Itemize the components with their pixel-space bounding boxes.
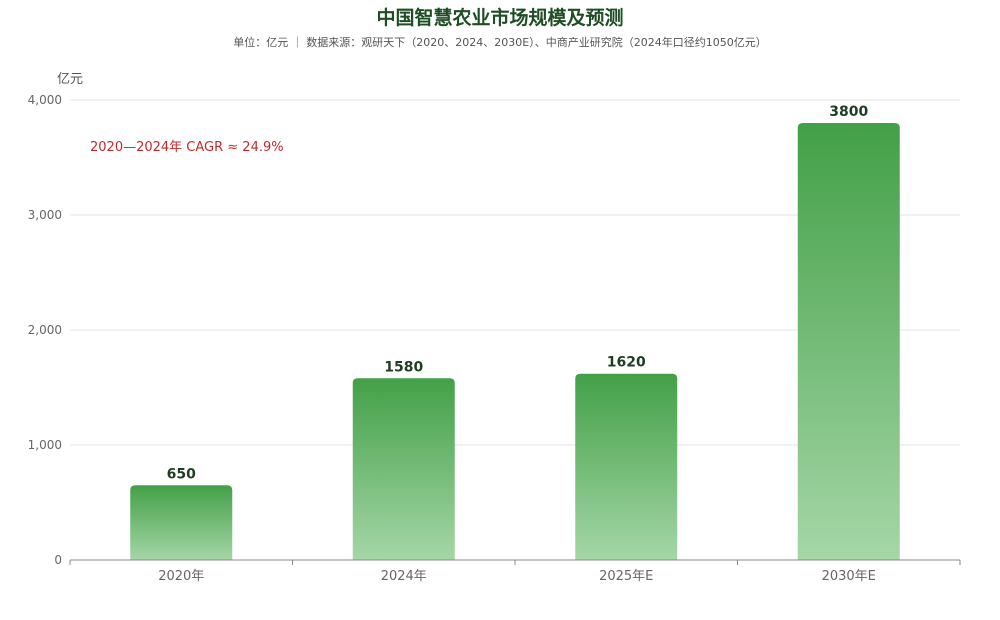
- y-tick-label: 0: [54, 553, 62, 567]
- bars: [130, 123, 900, 560]
- bar: [797, 123, 900, 560]
- bar: [130, 485, 233, 560]
- y-tick-label: 1,000: [28, 438, 62, 452]
- data-label: 650: [167, 466, 196, 482]
- x-tick-label: 2030年E: [822, 569, 876, 584]
- y-axis-label: 亿元: [57, 72, 83, 87]
- x-tick-label: 2020年: [158, 569, 204, 584]
- data-label: 1620: [607, 355, 646, 371]
- bar: [352, 378, 455, 560]
- y-tick-label: 4,000: [28, 93, 62, 107]
- axes: [69, 559, 961, 565]
- bar: [575, 373, 678, 560]
- y-tick-label: 2,000: [28, 323, 62, 337]
- x-tick-label: 2025年E: [599, 569, 653, 584]
- labels: 0 1,000 2,000 3,000 4,000 650 2020年 1580 2024年 16…: [28, 93, 876, 584]
- chart-subtitle: 单位：亿元 ｜ 数据来源：观研天下（2020、2024、2030E）、中商产业研…: [233, 36, 767, 49]
- data-label: 3800: [829, 104, 868, 120]
- y-tick-label: 3,000: [28, 208, 62, 222]
- x-tick-label: 2024年: [381, 569, 427, 584]
- chart-title: 中国智慧农业市场规模及预测: [376, 7, 624, 29]
- cagr-annotation: 2020—2024年 CAGR ≈ 24.9%: [90, 140, 284, 155]
- data-label: 1580: [384, 359, 423, 375]
